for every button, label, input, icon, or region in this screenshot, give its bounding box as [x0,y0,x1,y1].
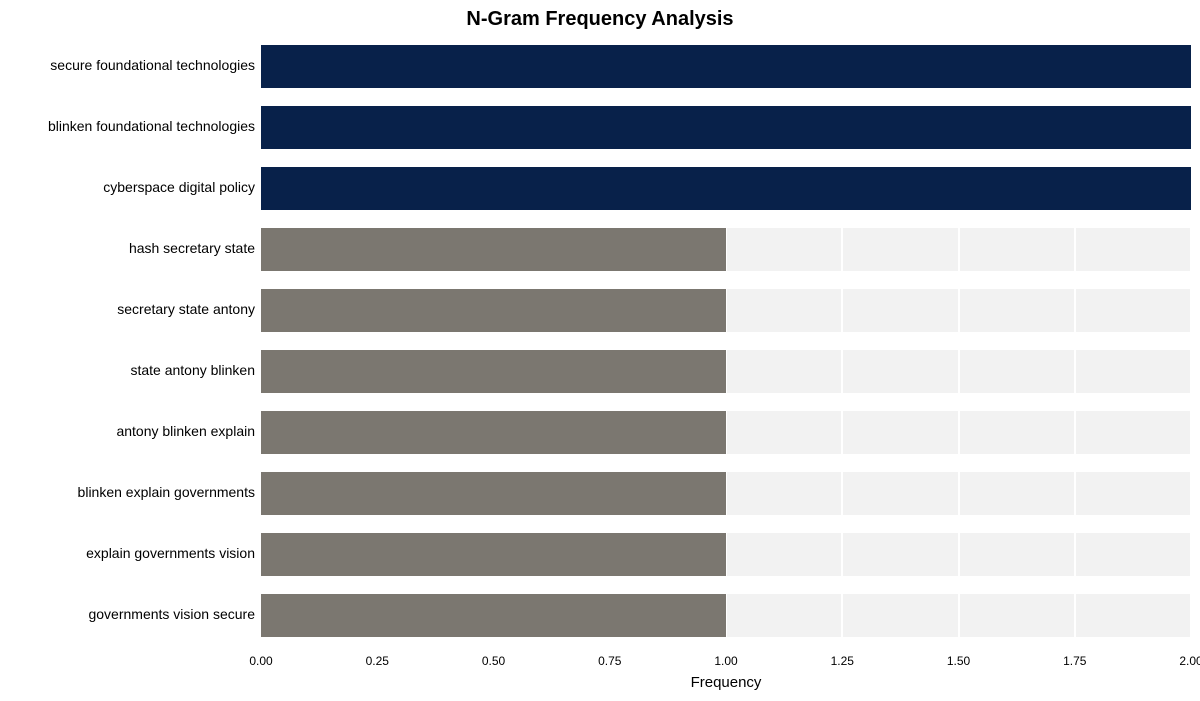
bar [261,350,726,394]
y-category-label: hash secretary state [129,240,255,256]
bar [261,106,1191,150]
y-category-label: blinken foundational technologies [48,118,255,134]
y-category-label: explain governments vision [86,545,255,561]
x-axis-label: Frequency [261,674,1191,691]
bar [261,411,726,455]
y-category-label: antony blinken explain [116,423,255,439]
y-category-label: state antony blinken [130,362,255,378]
y-category-label: cyberspace digital policy [103,179,255,195]
plot-area [261,36,1191,646]
y-category-label: blinken explain governments [78,484,255,500]
ngram-chart: N-Gram Frequency Analysis Frequency secu… [0,0,1200,701]
x-tick-label: 0.75 [598,654,621,668]
x-tick-label: 0.00 [249,654,272,668]
bar [261,594,726,638]
bar [261,167,1191,211]
x-tick-label: 0.25 [366,654,389,668]
y-category-label: secure foundational technologies [50,57,255,73]
x-tick-label: 2.00 [1179,654,1200,668]
y-category-label: secretary state antony [117,301,255,317]
y-category-label: governments vision secure [88,606,255,622]
x-tick-label: 1.25 [831,654,854,668]
x-tick-label: 1.50 [947,654,970,668]
bar [261,533,726,577]
x-tick-label: 1.00 [714,654,737,668]
bar [261,228,726,272]
bar [261,289,726,333]
bar [261,472,726,516]
bar [261,45,1191,89]
x-tick-label: 0.50 [482,654,505,668]
chart-title: N-Gram Frequency Analysis [0,8,1200,31]
x-tick-label: 1.75 [1063,654,1086,668]
